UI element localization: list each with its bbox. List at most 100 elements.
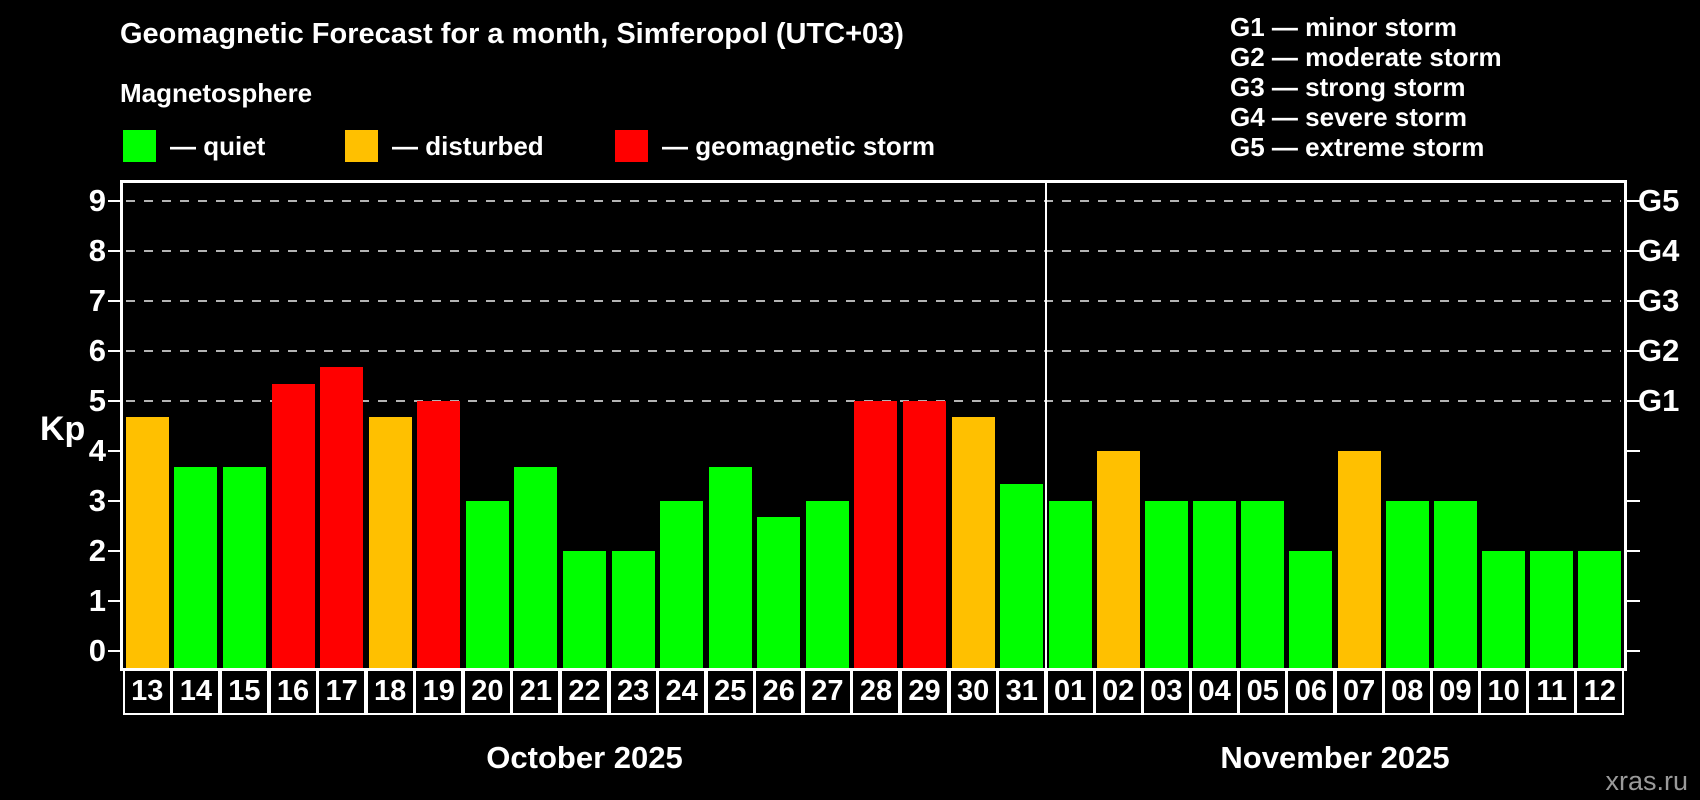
bar-day-28 [854,401,898,668]
day-label-26: 26 [754,668,804,715]
day-label-11: 11 [1527,668,1577,715]
bar-day-26 [757,517,801,668]
day-label-02: 02 [1093,668,1143,715]
y-tick-left-9 [108,200,122,202]
y-tick-left-4 [108,450,122,452]
month-caption-1: November 2025 [1220,740,1450,775]
y-tick-left-7 [108,300,122,302]
storm-scale-g1: G1 — minor storm [1230,12,1457,42]
day-label-12: 12 [1575,668,1625,715]
legend-item-disturbed: — disturbed [345,130,544,162]
y-tick-right-1 [1626,600,1640,602]
y-tick-left-8 [108,250,122,252]
storm-scale-g2: G2 — moderate storm [1230,42,1502,72]
day-label-17: 17 [317,668,367,715]
legend-label-storm: — geomagnetic storm [662,130,936,161]
y-tick-label-9: 9 [88,183,106,218]
y-tick-label-3: 3 [88,483,106,518]
bar-day-05 [1241,501,1285,668]
day-label-04: 04 [1190,668,1240,715]
month-separator [1045,183,1047,668]
month-caption-0: October 2025 [486,740,683,775]
gridline-kp7 [126,300,1621,302]
bar-day-15 [222,467,266,668]
right-axis-label-G2: G2 [1638,333,1680,368]
bar-day-19 [417,401,461,668]
legend-label-disturbed: — disturbed [392,130,544,161]
y-tick-left-5 [108,400,122,402]
legend-label-quiet: — quiet [170,130,266,161]
right-axis-label-G3: G3 [1638,283,1680,318]
y-tick-right-6 [1626,350,1640,352]
y-tick-label-0: 0 [88,633,106,668]
bar-day-12 [1578,551,1622,668]
y-tick-left-2 [108,550,122,552]
gridline-kp8 [126,250,1621,252]
day-label-22: 22 [560,668,609,715]
bar-day-27 [805,501,849,668]
bar-day-31 [1000,484,1044,668]
storm-scale-g4: G4 — severe storm [1230,102,1468,132]
bar-day-02 [1096,451,1140,668]
y-tick-label-5: 5 [88,383,106,418]
chart-subtitle: Magnetosphere [120,78,313,108]
quiet-color-swatch [123,130,156,162]
day-label-10: 10 [1479,668,1529,715]
day-label-14: 14 [171,668,221,715]
y-tick-right-2 [1626,550,1640,552]
bar-day-01 [1048,501,1092,668]
bar-day-10 [1482,551,1526,668]
bar-day-13 [125,417,169,668]
bar-day-11 [1530,551,1574,668]
day-label-25: 25 [705,668,755,715]
gridline-kp9 [126,200,1621,202]
day-label-19: 19 [414,668,464,715]
bar-day-25 [708,467,752,668]
bar-day-29 [903,401,947,668]
plot-frame [120,180,1627,671]
bar-day-23 [611,551,655,668]
y-tick-right-7 [1626,300,1640,302]
disturbed-color-swatch [345,130,378,162]
day-label-09: 09 [1430,668,1480,715]
y-tick-label-4: 4 [88,433,106,468]
day-label-08: 08 [1382,668,1432,715]
storm-scale-g3: G3 — strong storm [1230,72,1466,102]
day-label-03: 03 [1141,668,1191,715]
bar-day-18 [368,417,412,668]
y-tick-label-1: 1 [88,583,106,618]
right-axis-label-G1: G1 [1638,383,1680,418]
y-tick-right-0 [1626,650,1640,652]
right-axis-label-G4: G4 [1638,233,1680,268]
day-label-30: 30 [948,668,998,715]
day-label-28: 28 [851,668,901,715]
y-tick-label-2: 2 [88,533,106,568]
day-label-27: 27 [802,668,852,715]
y-axis-title: Kp [40,410,86,448]
y-tick-right-9 [1626,200,1640,202]
day-label-29: 29 [900,668,950,715]
bar-day-20 [465,501,509,668]
bar-day-30 [951,417,995,668]
day-label-16: 16 [268,668,318,715]
bar-day-16 [271,384,315,668]
y-tick-left-1 [108,600,122,602]
storm-scale-g5: G5 — extreme storm [1230,132,1485,162]
bar-day-07 [1337,451,1381,668]
bar-day-04 [1193,501,1237,668]
y-tick-right-4 [1626,450,1640,452]
y-tick-right-5 [1626,400,1640,402]
day-label-23: 23 [608,668,658,715]
bar-day-14 [174,467,218,668]
y-tick-left-6 [108,350,122,352]
bar-day-06 [1289,551,1333,668]
y-tick-right-8 [1626,250,1640,252]
day-label-06: 06 [1286,668,1336,715]
y-tick-left-3 [108,500,122,502]
page-title: Geomagnetic Forecast for a month, Simfer… [120,18,904,50]
y-tick-label-6: 6 [88,333,106,368]
bar-day-21 [514,467,558,668]
bar-day-22 [563,551,606,668]
legend-item-quiet: — quiet [123,130,265,162]
day-label-13: 13 [122,668,172,715]
